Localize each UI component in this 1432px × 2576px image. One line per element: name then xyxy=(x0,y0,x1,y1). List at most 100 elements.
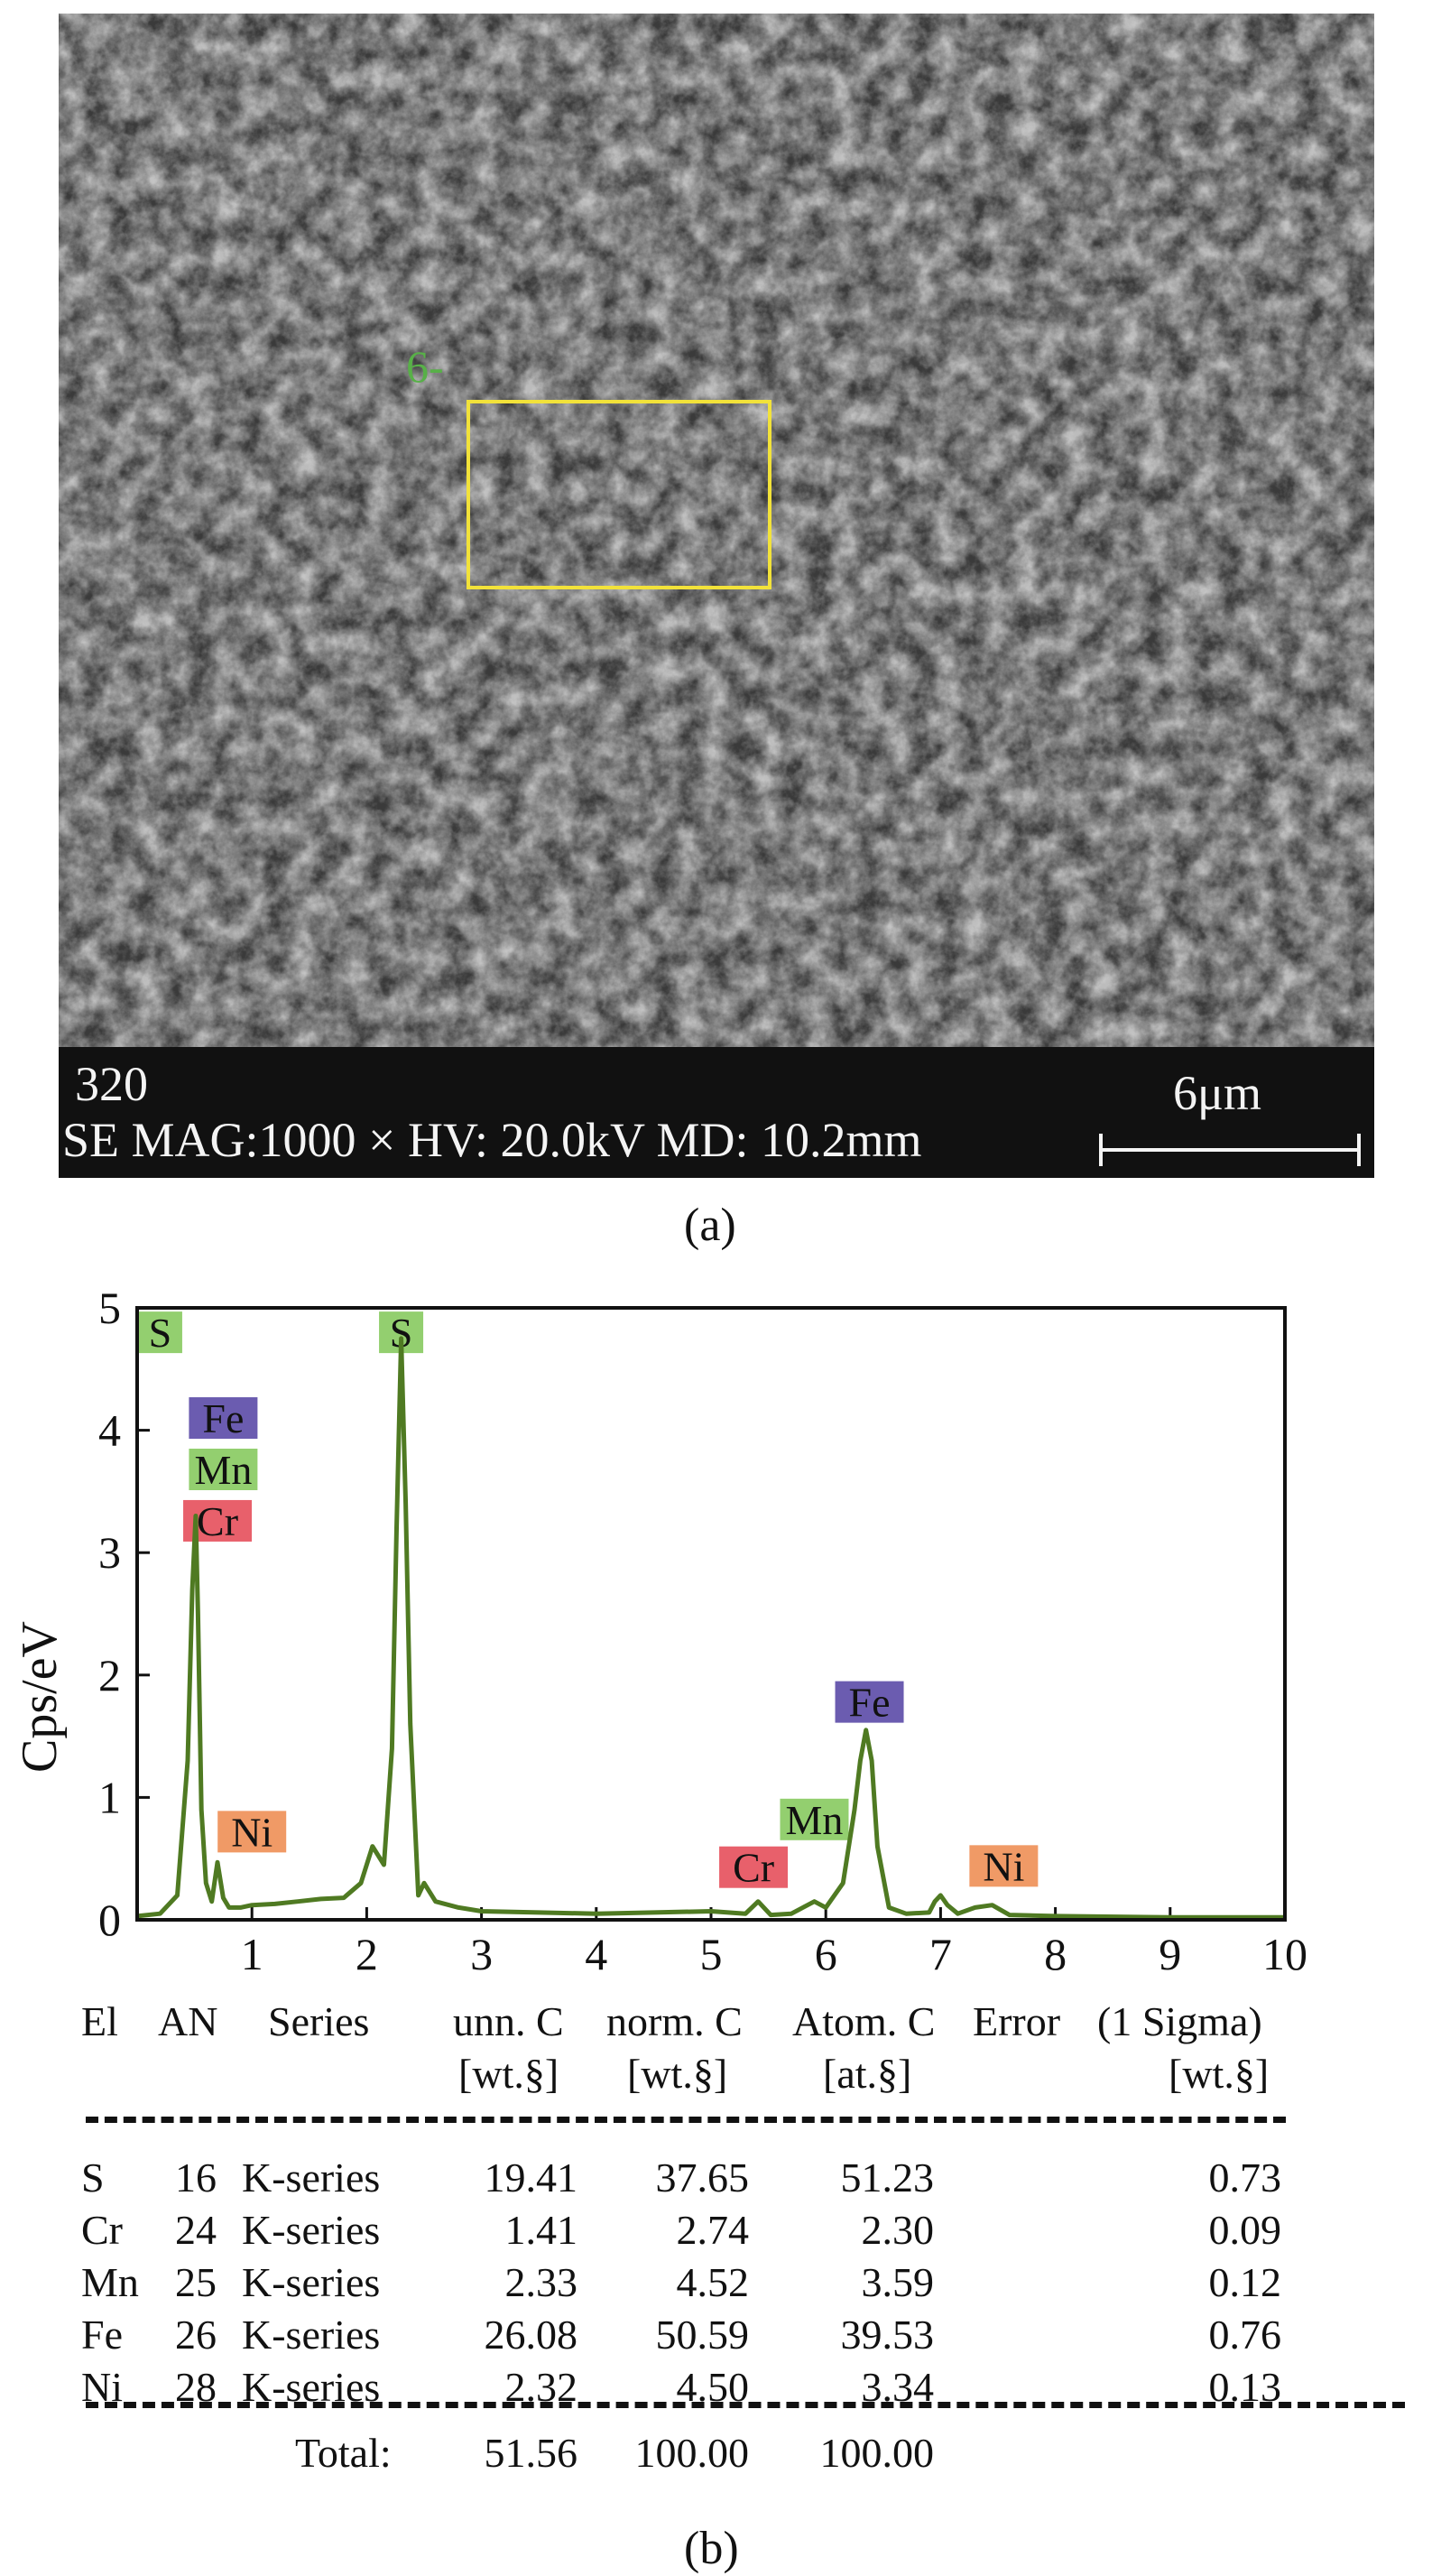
cell-el: S xyxy=(81,2154,105,2201)
y-axis-label: Cps/eV xyxy=(12,1621,68,1773)
eds-quantification-table: El AN Series unn. C norm. C Atom. C Erro… xyxy=(0,1981,1432,2487)
header-unn-unit: [wt.§] xyxy=(458,2051,559,2097)
cell-unn: 1.41 xyxy=(504,2207,578,2253)
x-tick-label: 9 xyxy=(1159,1929,1181,1977)
peak-label: Fe xyxy=(189,1395,258,1441)
cell-series: K-series xyxy=(242,2259,381,2305)
total-label: Total: xyxy=(295,2430,392,2476)
axis-ticks: 1 2 3 4 5 6 7 8 9 10 0 1 2 3 4 5 xyxy=(98,1283,1307,1977)
cell-unn: 2.32 xyxy=(504,2364,578,2410)
cell-an: 24 xyxy=(175,2207,217,2253)
cell-unn: 2.33 xyxy=(504,2259,578,2305)
cell-an: 26 xyxy=(175,2312,217,2358)
header-error: Error xyxy=(973,1998,1061,2044)
total-norm: 100.00 xyxy=(634,2430,750,2476)
y-tick-label: 2 xyxy=(98,1650,121,1700)
header-error-unit: [wt.§] xyxy=(1169,2051,1270,2097)
peak-label-box xyxy=(137,1311,182,1354)
sem-image-id: 320 xyxy=(75,1057,148,1111)
total-atom: 100.00 xyxy=(819,2430,935,2476)
peak-label-text: Cr xyxy=(733,1845,774,1891)
cell-norm: 50.59 xyxy=(655,2312,750,2358)
peak-label: Cr xyxy=(719,1845,789,1891)
cell-el: Fe xyxy=(81,2312,123,2358)
x-tick-label: 7 xyxy=(929,1929,952,1977)
analysis-region-box xyxy=(467,400,771,589)
y-tick-label: 5 xyxy=(98,1283,121,1333)
peak-label: Ni xyxy=(969,1843,1039,1889)
caption-a: (a) xyxy=(684,1200,736,1251)
cell-error: 0.13 xyxy=(1208,2364,1282,2410)
header-norm: norm. C xyxy=(606,1998,743,2044)
plot-frame xyxy=(135,1306,1287,1922)
header-atom: Atom. C xyxy=(792,1998,936,2044)
header-an: AN xyxy=(158,1998,218,2044)
cell-norm: 4.52 xyxy=(676,2259,750,2305)
cell-error: 0.09 xyxy=(1208,2207,1282,2253)
cell-series: K-series xyxy=(242,2312,381,2358)
cell-error: 0.12 xyxy=(1208,2259,1282,2305)
peak-label-box xyxy=(780,1798,849,1840)
peak-label-box xyxy=(217,1811,287,1853)
peak-label-text: Mn xyxy=(194,1447,252,1493)
peak-label: Ni xyxy=(217,1809,287,1855)
x-tick-label: 2 xyxy=(356,1929,378,1977)
sem-acquisition-parameters: SE MAG:1000 × HV: 20.0kV MD: 10.2mm xyxy=(62,1113,922,1167)
cell-an: 25 xyxy=(175,2259,217,2305)
peak-label-text: Cr xyxy=(197,1498,238,1544)
peak-label-box xyxy=(719,1846,789,1888)
peak-label: Mn xyxy=(189,1447,258,1493)
spectrum-line xyxy=(136,1336,1285,1920)
sem-micrograph xyxy=(59,14,1374,1047)
cell-an: 16 xyxy=(175,2154,217,2201)
x-tick-label: 8 xyxy=(1044,1929,1067,1977)
header-sigma: (1 Sigma) xyxy=(1097,1998,1262,2044)
caption-b: (b) xyxy=(684,2523,739,2574)
cell-an: 28 xyxy=(175,2364,217,2410)
x-tick-label: 6 xyxy=(815,1929,837,1977)
peak-label-text: Ni xyxy=(983,1843,1024,1889)
y-tick-label: 4 xyxy=(98,1405,121,1456)
sem-info-bar: 320 SE MAG:1000 × HV: 20.0kV MD: 10.2mm … xyxy=(59,1047,1374,1178)
cell-series: K-series xyxy=(242,2207,381,2253)
peak-label-text: Fe xyxy=(849,1680,891,1726)
total-unn: 51.56 xyxy=(484,2430,578,2476)
cell-norm: 37.65 xyxy=(655,2154,750,2201)
cell-norm: 4.50 xyxy=(676,2364,750,2410)
cell-series: K-series xyxy=(242,2154,381,2201)
cell-el: Cr xyxy=(81,2207,123,2253)
cell-atom: 39.53 xyxy=(840,2312,935,2358)
cell-atom: 51.23 xyxy=(840,2154,935,2201)
cell-unn: 19.41 xyxy=(484,2154,578,2201)
header-series: Series xyxy=(268,1998,370,2044)
header-el: El xyxy=(81,1998,118,2044)
cell-atom: 2.30 xyxy=(861,2207,935,2253)
cell-norm: 2.74 xyxy=(676,2207,750,2253)
scale-bar-label: 6μm xyxy=(1173,1066,1261,1120)
x-tick-label: 5 xyxy=(700,1929,723,1977)
peak-label-box xyxy=(969,1845,1039,1887)
y-tick-label: 1 xyxy=(98,1772,121,1822)
header-unn: unn. C xyxy=(453,1998,564,2044)
peak-label-text: S xyxy=(149,1310,172,1356)
cell-series: K-series xyxy=(242,2364,381,2410)
x-tick-label: 3 xyxy=(470,1929,493,1977)
sem-panel: 6- 320 SE MAG:1000 × HV: 20.0kV MD: 10.2… xyxy=(59,14,1374,1178)
cell-el: Mn xyxy=(81,2259,139,2305)
peak-label: Fe xyxy=(835,1680,904,1726)
scale-bar xyxy=(1099,1134,1361,1166)
cell-unn: 26.08 xyxy=(484,2312,578,2358)
sem-fine-texture xyxy=(59,14,1374,1047)
total-divider xyxy=(86,2402,1405,2408)
header-norm-unit: [wt.§] xyxy=(627,2051,728,2097)
peak-label-text: Fe xyxy=(202,1395,244,1441)
cell-error: 0.76 xyxy=(1208,2312,1282,2358)
header-divider xyxy=(86,2117,1286,2123)
peak-label-box xyxy=(189,1448,258,1490)
peak-label: S xyxy=(137,1310,182,1356)
peak-label-box xyxy=(189,1397,258,1440)
x-tick-label: 4 xyxy=(585,1929,607,1977)
x-tick-label: 10 xyxy=(1262,1929,1307,1977)
